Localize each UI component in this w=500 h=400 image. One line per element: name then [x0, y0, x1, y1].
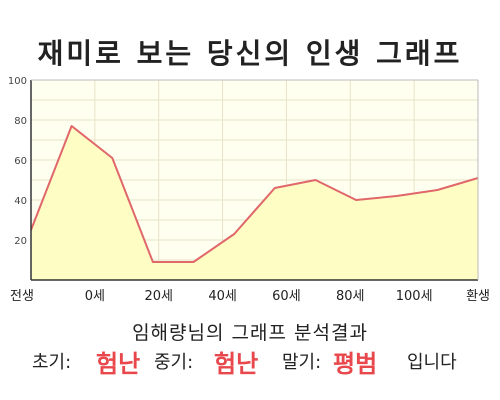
result-ending: 입니다: [407, 352, 457, 373]
x-tick-label: 20세: [144, 289, 173, 304]
chart-title: 재미로 보는 당신의 인생 그래프: [37, 37, 463, 70]
x-tick-label: 40세: [208, 289, 237, 304]
series-area: [31, 126, 478, 280]
mid-label: 중기:: [154, 352, 194, 373]
series-line: [30, 125, 479, 263]
x-tick-label: 100세: [396, 289, 433, 304]
life-graph-chart: 100 80 60 40 20 전생 0세 20세 40세 60세 80세 100세 환생: [8, 76, 490, 304]
x-tick-label: 전생: [10, 289, 34, 304]
plot-area: 100 80 60 40 20 전생 0세 20세 40세 60세 80세 100세 환생: [8, 76, 490, 304]
late-label: 말기:: [282, 352, 322, 373]
y-tick-label: 40: [14, 196, 27, 207]
analysis-subtitle: 임해량님의 그래프 분석결과: [132, 322, 368, 344]
y-tick-label: 20: [14, 236, 27, 247]
x-tick-label: 60세: [272, 289, 301, 304]
early-label: 초기:: [32, 352, 72, 373]
late-value: 평범: [333, 350, 378, 378]
x-tick-label: 0세: [85, 289, 105, 304]
y-tick-label: 100: [8, 76, 27, 87]
mid-value: 험난: [214, 350, 259, 378]
x-tick-label: 환생: [466, 289, 490, 304]
x-tick-label: 80세: [336, 289, 365, 304]
analysis-result: 초기: 험난 중기: 험난 말기: 평범 입니다: [0, 348, 500, 382]
y-tick-label: 80: [14, 116, 27, 127]
early-value: 험난: [96, 350, 141, 378]
y-tick-label: 60: [14, 156, 27, 167]
